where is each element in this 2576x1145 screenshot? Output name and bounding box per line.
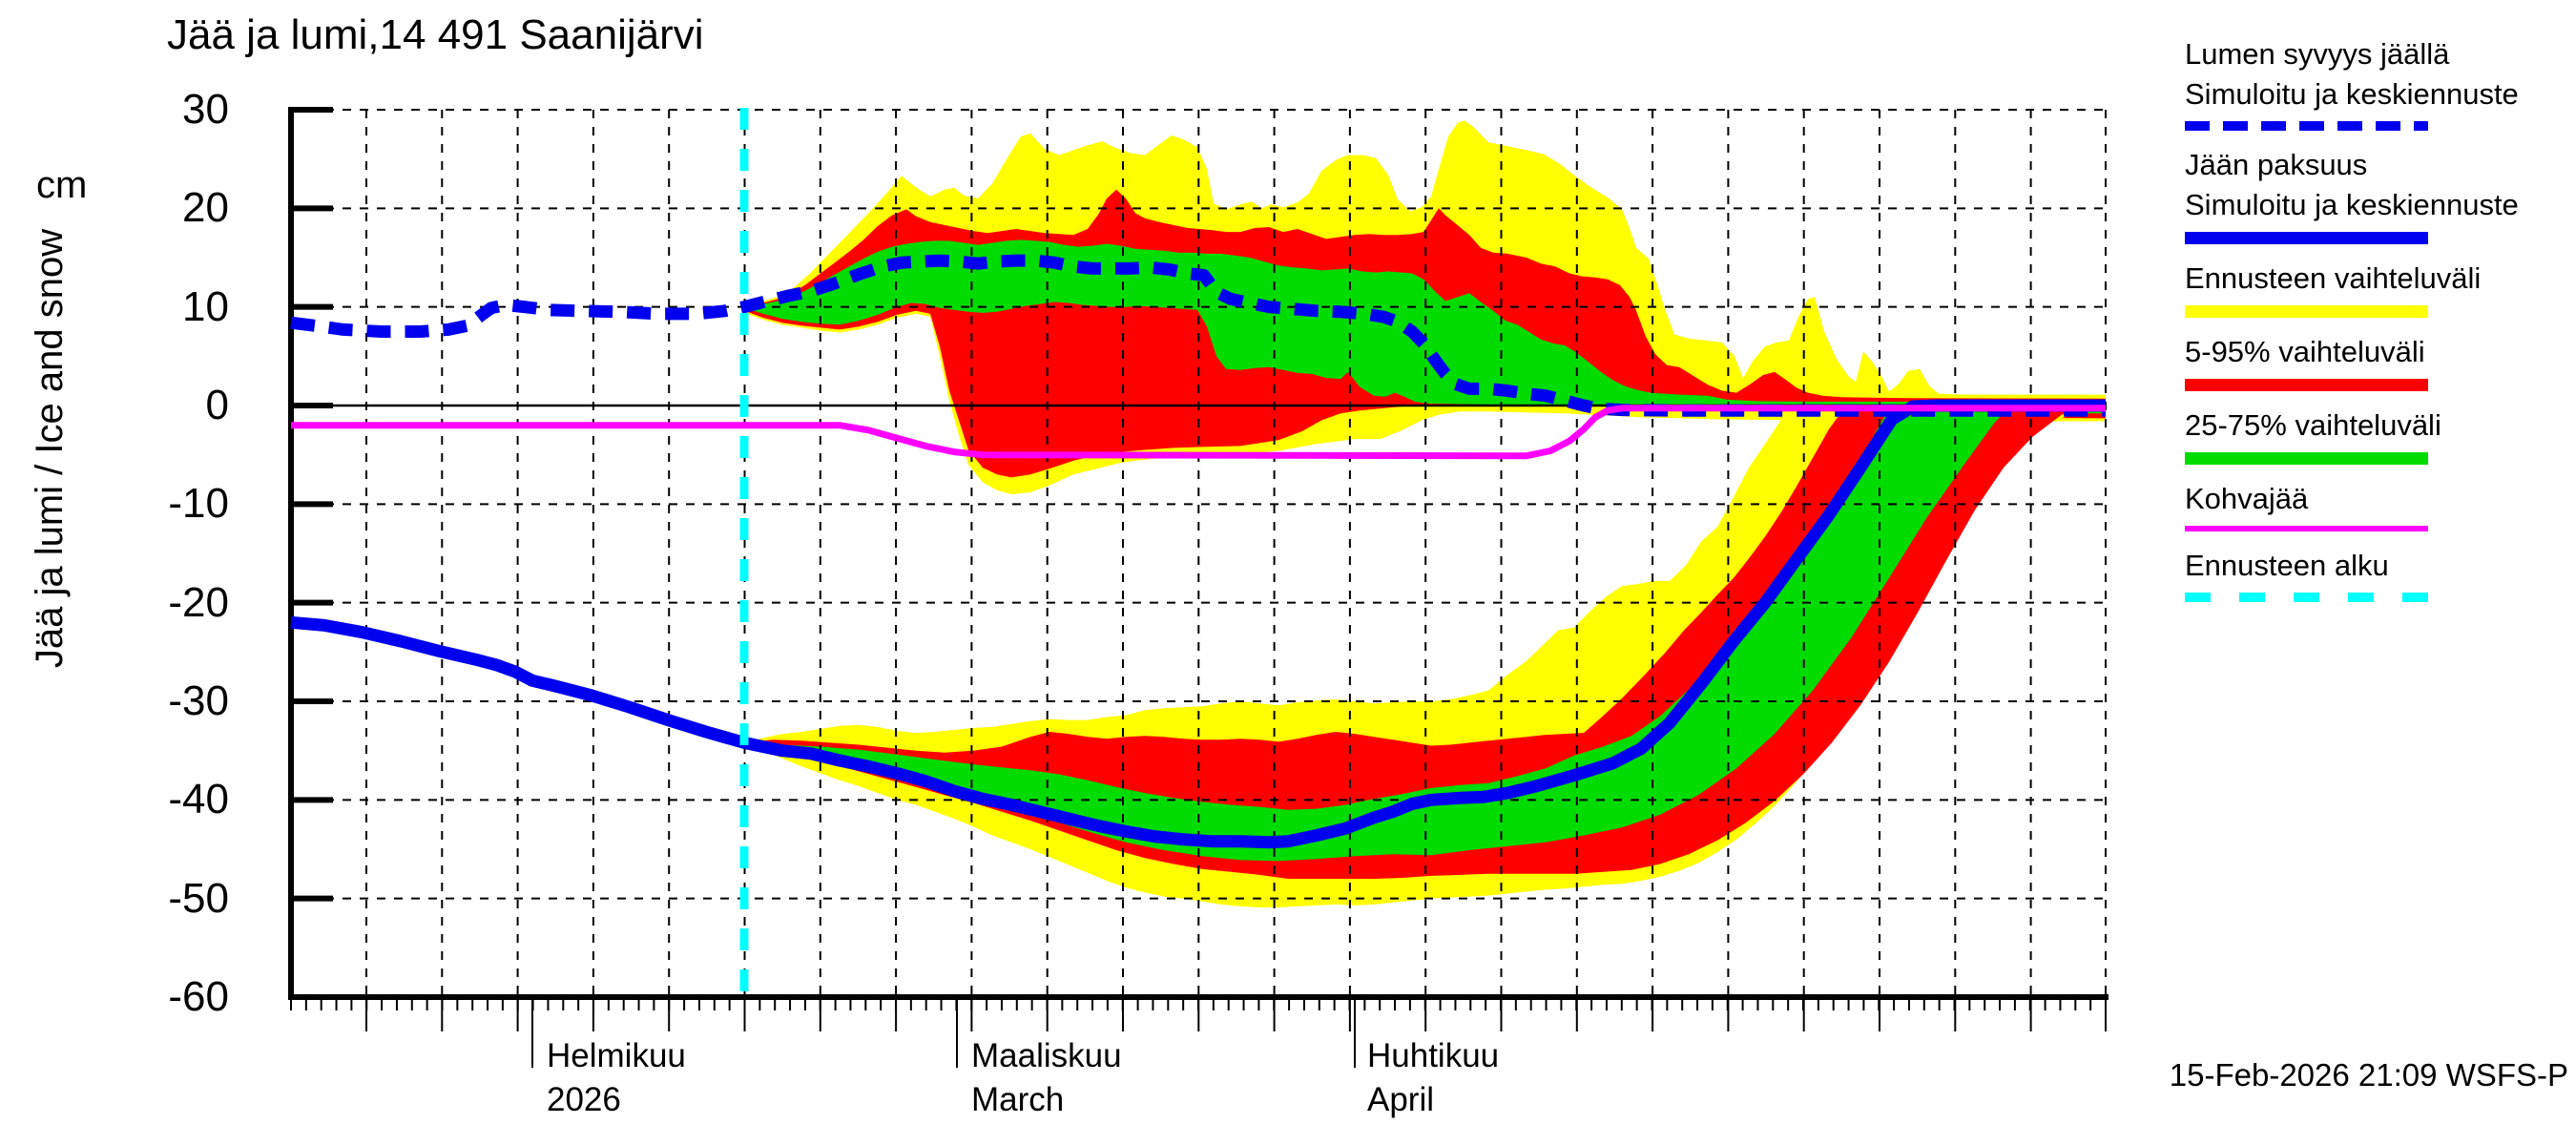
legend-label: Ennusteen vaihteluväli bbox=[2185, 261, 2482, 295]
legend-line-kohvajaa-icon bbox=[2185, 526, 2428, 531]
ice-thickness-line bbox=[290, 399, 2106, 849]
month-alt: 2026 bbox=[547, 1081, 621, 1118]
y-tick-m30: -30 bbox=[168, 677, 229, 724]
month-alt: March bbox=[971, 1081, 1065, 1118]
legend-line-forecast-start-icon bbox=[2185, 593, 2428, 602]
y-tick-m40: -40 bbox=[168, 776, 229, 822]
legend-item-ice-thickness: Jään paksuus Simuloitu ja keskiennuste bbox=[2185, 145, 2576, 244]
y-tick-10: 10 bbox=[182, 283, 229, 330]
y-tick-m20: -20 bbox=[168, 579, 229, 626]
band bbox=[744, 406, 2008, 862]
legend-line-25-75-icon bbox=[2185, 452, 2428, 465]
legend: Lumen syvyys jäällä Simuloitu ja keskien… bbox=[2185, 34, 2576, 616]
legend-item-forecast-start: Ennusteen alku bbox=[2185, 546, 2576, 602]
x-month-february: Helmikuu 2026 bbox=[547, 1034, 686, 1122]
y-tick-m50: -50 bbox=[168, 875, 229, 922]
y-axis-unit: cm bbox=[36, 164, 88, 206]
y-tick-30: 30 bbox=[182, 86, 229, 133]
legend-label: Lumen syvyys jäällä bbox=[2185, 37, 2450, 71]
y-tick-0: 0 bbox=[205, 382, 229, 428]
y-tick-m60: -60 bbox=[168, 973, 229, 1020]
legend-line-5-95-icon bbox=[2185, 379, 2428, 391]
timestamp: 15-Feb-2026 21:09 WSFS-P bbox=[2169, 1057, 2568, 1093]
legend-line-ice-thickness-icon bbox=[2185, 232, 2428, 244]
legend-label: Kohvajää bbox=[2185, 482, 2309, 515]
chart-title: Jää ja lumi,14 491 Saanijärvi bbox=[167, 11, 704, 58]
legend-label: 5-95% vaihteluväli bbox=[2185, 335, 2425, 368]
month-name: Helmikuu bbox=[547, 1037, 686, 1074]
legend-item-forecast-range: Ennusteen vaihteluväli bbox=[2185, 259, 2576, 318]
y-tick-20: 20 bbox=[182, 184, 229, 231]
kohvajaa-line bbox=[291, 405, 2106, 460]
month-name: Huhtikuu bbox=[1367, 1037, 1500, 1074]
x-month-march: Maaliskuu March bbox=[971, 1034, 1122, 1122]
legend-label: Jään paksuus bbox=[2185, 148, 2368, 181]
month-name: Maaliskuu bbox=[971, 1037, 1122, 1074]
y-tick-m10: -10 bbox=[168, 480, 229, 527]
legend-line-snow-depth-icon bbox=[2185, 121, 2428, 131]
legend-label: Simuloitu ja keskiennuste bbox=[2185, 188, 2519, 221]
month-alt: April bbox=[1367, 1081, 1435, 1118]
legend-item-5-95: 5-95% vaihteluväli bbox=[2185, 332, 2576, 391]
x-month-april: Huhtikuu April bbox=[1367, 1034, 1499, 1122]
legend-item-kohvajaa: Kohvajää bbox=[2185, 479, 2576, 531]
legend-item-25-75: 25-75% vaihteluväli bbox=[2185, 406, 2576, 465]
legend-label: Simuloitu ja keskiennuste bbox=[2185, 77, 2519, 111]
legend-label: Ennusteen alku bbox=[2185, 549, 2389, 582]
legend-label: 25-75% vaihteluväli bbox=[2185, 408, 2441, 442]
legend-line-forecast-range-icon bbox=[2185, 305, 2428, 318]
band bbox=[744, 239, 2106, 414]
legend-item-snow-depth: Lumen syvyys jäällä Simuloitu ja keskien… bbox=[2185, 34, 2576, 131]
